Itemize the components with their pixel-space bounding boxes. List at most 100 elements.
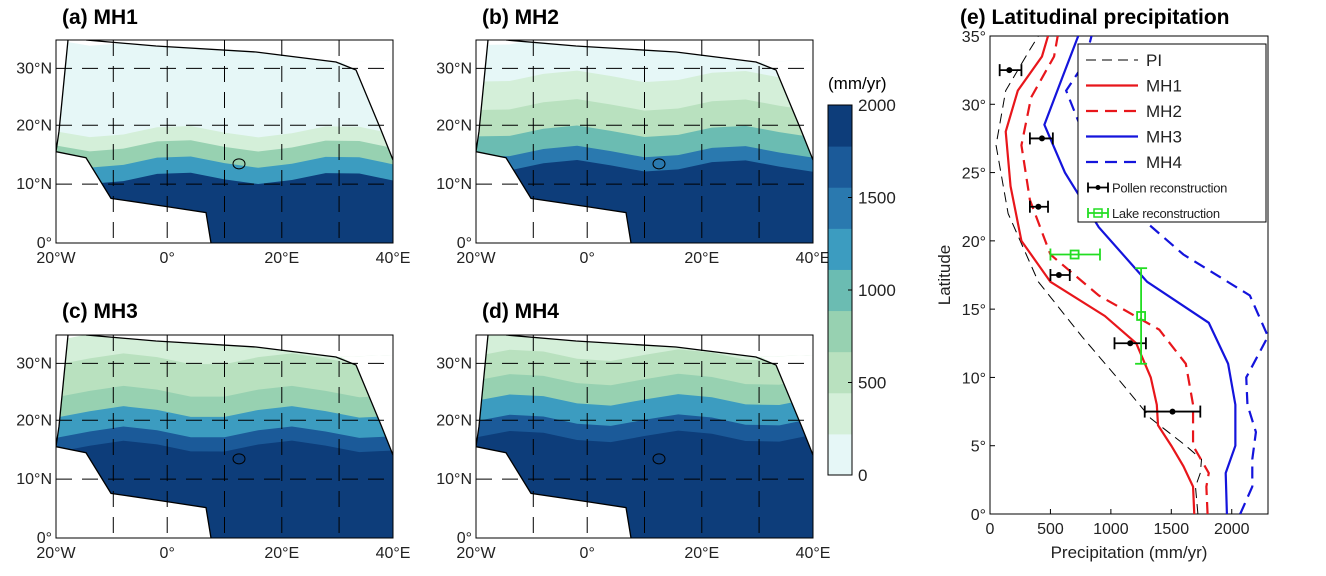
colorbar-swatch <box>828 310 852 353</box>
ocean <box>476 151 631 243</box>
lat-tick: 10°N <box>436 176 472 193</box>
x-tick-label: 1000 <box>1093 521 1129 538</box>
lat-tick: 30°N <box>436 60 472 77</box>
legend-label: Lake reconstruction <box>1112 206 1220 221</box>
lon-tick: 20°E <box>264 250 299 267</box>
colorbar-tick-label: 1000 <box>858 281 896 300</box>
lon-tick: 0° <box>580 250 595 267</box>
legend-label: MH3 <box>1146 128 1182 147</box>
x-tick-label: 500 <box>1037 521 1064 538</box>
colorbar-swatch <box>828 105 852 147</box>
lon-tick: 20°E <box>684 545 719 562</box>
legend-label: PI <box>1146 51 1162 70</box>
ocean <box>761 60 813 160</box>
lon-tick: 20°W <box>36 545 76 562</box>
series-MH3 <box>1043 36 1237 514</box>
y-tick-label: 30° <box>962 97 986 114</box>
colorbar-swatch <box>828 351 852 394</box>
colorbar-tick-label: 0 <box>858 466 867 485</box>
colorbar-swatch <box>828 187 852 229</box>
x-axis-label: Precipitation (mm/yr) <box>1051 543 1208 562</box>
map-panel-c: 30°N20°N10°N0°20°W 0° 20°E 40°E <box>16 334 411 562</box>
lon-tick: 20°E <box>264 545 299 562</box>
lon-tick: 20°E <box>684 250 719 267</box>
series-PI <box>995 36 1203 514</box>
colorbar-tick-label: 1500 <box>858 189 896 208</box>
map-title-d: (d) MH4 <box>482 300 559 323</box>
lat-tick: 20°N <box>436 412 472 429</box>
legend-item: Pollen reconstruction <box>1087 181 1227 196</box>
chart-frame <box>989 35 1269 515</box>
pollen-point <box>1049 269 1071 281</box>
colorbar-tick-label: 2000 <box>858 96 896 115</box>
latitudinal-chart: 0 500 1000 1500 2000 0° 5° 10° 15° 20° 25° 30° 35° Pr… <box>935 29 1269 562</box>
legend-item: MH4 <box>1086 153 1182 172</box>
lat-tick: 20°N <box>16 412 52 429</box>
lon-tick: 40°E <box>796 545 831 562</box>
series-MH4 <box>1064 36 1268 514</box>
pollen-point <box>1143 405 1202 418</box>
legend-label: MH4 <box>1146 153 1182 172</box>
lake-chad <box>652 158 666 170</box>
map-frame <box>475 334 814 539</box>
lat-tick: 10°N <box>16 176 52 193</box>
y-tick-label: 10° <box>962 370 986 387</box>
lon-tick: 20°W <box>456 250 496 267</box>
x-tick-label: 0 <box>986 521 995 538</box>
lake-chad <box>232 158 246 170</box>
lat-tick: 20°N <box>436 117 472 134</box>
legend-item: MH2 <box>1086 102 1182 121</box>
colorbar: 2000 1500 1000 500 0 <box>827 96 896 485</box>
map-title-c: (c) MH3 <box>62 300 138 323</box>
lake-chad <box>232 453 246 465</box>
series-MH1 <box>1004 36 1196 514</box>
pollen-point <box>998 64 1023 77</box>
chart-legend: PI MH1 MH2 MH3 MH4 Pollen reconstruction Lake … <box>1077 43 1267 223</box>
lat-tick: 0° <box>37 530 52 547</box>
lat-tick: 30°N <box>16 60 52 77</box>
colorbar-swatch <box>828 228 852 270</box>
colorbar-swatch <box>828 392 852 435</box>
lat-tick: 30°N <box>16 355 52 372</box>
colorbar-swatch <box>828 433 852 476</box>
lon-tick: 40°E <box>796 250 831 267</box>
map-frame <box>55 39 394 244</box>
legend-item: MH3 <box>1086 128 1182 147</box>
lake-point <box>1135 267 1148 365</box>
coastline <box>476 335 813 538</box>
chart-title: (e) Latitudinal precipitation <box>960 6 1230 29</box>
coastline <box>476 40 813 243</box>
ocean <box>341 355 393 455</box>
lon-tick: 40°E <box>376 250 411 267</box>
lat-tick: 0° <box>457 530 472 547</box>
y-tick-label: 25° <box>962 166 986 183</box>
map-title-b: (b) MH2 <box>482 6 559 29</box>
colorbar-tick-label: 500 <box>858 374 886 393</box>
y-tick-label: 35° <box>962 29 986 46</box>
lat-tick: 30°N <box>436 355 472 372</box>
pollen-point <box>1028 132 1054 145</box>
colorbar-unit: (mm/yr) <box>828 74 887 93</box>
y-tick-label: 5° <box>971 439 986 456</box>
lon-tick: 20°W <box>456 545 496 562</box>
coastline <box>56 335 393 538</box>
pollen-point <box>1028 200 1049 213</box>
lon-tick: 0° <box>160 250 175 267</box>
legend-item: MH1 <box>1086 77 1182 96</box>
y-tick-label: 15° <box>962 302 986 319</box>
lon-tick: 0° <box>160 545 175 562</box>
map-panel-b: 30°N20°N10°N0°20°W 0° 20°E 40°E <box>436 39 831 267</box>
series-MH2 <box>1020 36 1210 514</box>
lat-tick: 10°N <box>16 471 52 488</box>
map-frame <box>475 39 814 244</box>
lon-tick: 40°E <box>376 545 411 562</box>
legend-box <box>1077 43 1267 223</box>
legend-label: Pollen reconstruction <box>1112 181 1227 196</box>
map-title-a: (a) MH1 <box>62 6 138 29</box>
legend-label: MH2 <box>1146 102 1182 121</box>
lat-tick: 0° <box>37 235 52 252</box>
lon-tick: 0° <box>580 545 595 562</box>
lon-tick: 20°W <box>36 250 76 267</box>
colorbar-swatch <box>828 146 852 188</box>
map-panel-a: 30°N20°N10°N0°20°W 0° 20°E 40°E <box>16 39 411 267</box>
